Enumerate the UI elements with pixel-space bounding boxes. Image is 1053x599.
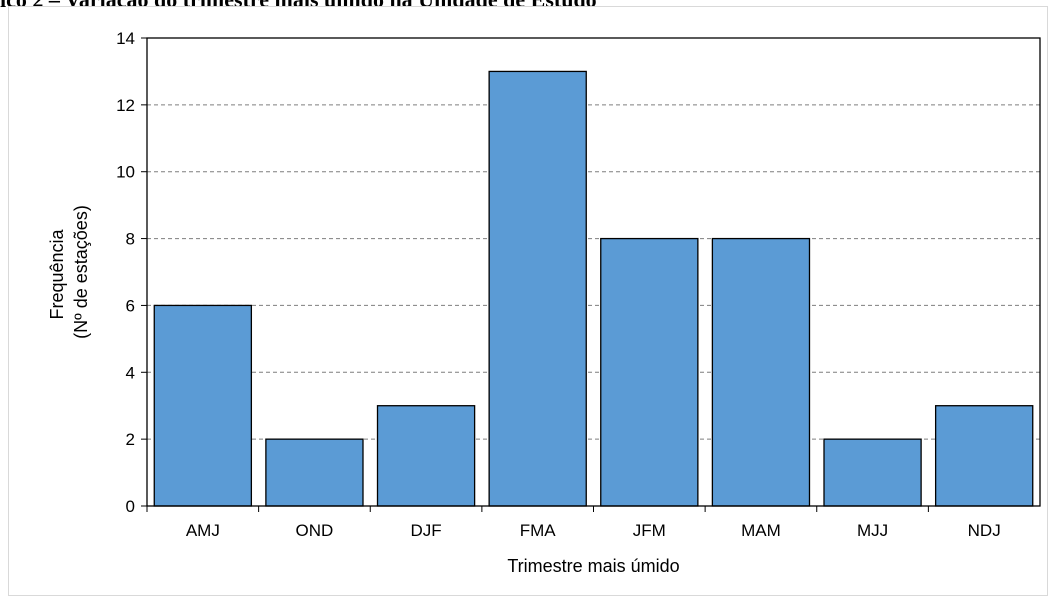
bar-ond — [265, 438, 364, 507]
bar-amj — [153, 304, 253, 507]
x-tick-label: AMJ — [186, 521, 220, 540]
y-tick-label: 0 — [126, 497, 135, 516]
x-axis-ticks: AMJ OND DJF FMA JFM MAM MJJ NDJ — [146, 506, 1001, 540]
y-axis-title-line-1: Frequência — [47, 228, 67, 319]
y-tick-label: 6 — [126, 296, 135, 315]
y-axis-title-line-2: (Nº de estações) — [71, 205, 91, 339]
plot-border — [146, 37, 1041, 507]
y-tick-label: 12 — [116, 96, 135, 115]
x-axis-title: Trimestre mais úmido — [507, 556, 679, 576]
x-tick-label: MJJ — [857, 521, 888, 540]
grid-lines — [147, 104, 1040, 440]
bar-djf — [376, 405, 476, 507]
x-tick-label: JFM — [633, 521, 666, 540]
x-tick-label: MAM — [741, 521, 781, 540]
y-axis-title: Frequência (Nº de estações) — [47, 205, 91, 339]
y-tick-label: 4 — [126, 363, 135, 382]
y-tick-label: 10 — [116, 163, 135, 182]
bar-mjj — [823, 438, 922, 507]
bars — [153, 70, 1034, 507]
bar-jfm — [600, 237, 699, 507]
y-tick-label: 8 — [126, 230, 135, 249]
x-tick-label: NDJ — [968, 521, 1001, 540]
y-tick-label: 2 — [126, 430, 135, 449]
x-tick-label: OND — [296, 521, 334, 540]
bar-ndj — [934, 405, 1034, 507]
x-tick-label: FMA — [520, 521, 557, 540]
x-tick-label: DJF — [410, 521, 441, 540]
y-axis-ticks: 0 2 4 6 8 10 12 14 — [116, 29, 147, 516]
bar-mam — [711, 237, 811, 507]
y-tick-label: 14 — [116, 29, 135, 48]
bar-fma — [488, 70, 587, 507]
